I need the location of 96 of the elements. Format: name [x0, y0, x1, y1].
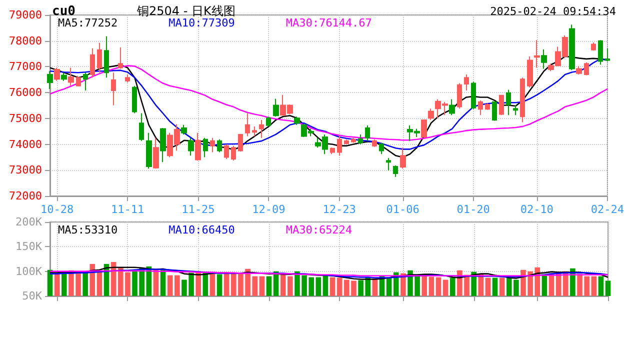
- y-tick-label: 50K: [22, 290, 42, 302]
- text: MA5:77252: [58, 16, 118, 30]
- candlestick: [76, 75, 81, 87]
- candlestick: [541, 48, 547, 70]
- candlestick: [400, 147, 406, 170]
- x-tick-label: 11-11: [111, 203, 144, 216]
- candlestick: [598, 40, 603, 66]
- y-tick-label: 79000: [8, 8, 42, 22]
- y-tick-label: 100K: [16, 264, 42, 278]
- candlestick: [252, 126, 257, 137]
- candlestick: [273, 98, 279, 118]
- candlestick: [139, 112, 144, 142]
- candlestick: [160, 127, 166, 163]
- candlestick: [181, 124, 187, 135]
- candlestick: [591, 42, 596, 52]
- candlestick: [358, 134, 363, 145]
- candlestick: [464, 74, 469, 92]
- y-tick-label: 72000: [8, 190, 42, 202]
- candlestick: [605, 48, 610, 62]
- candlestick: [146, 132, 152, 170]
- x-tick-label: 10-28: [40, 203, 74, 216]
- candlestick: [203, 137, 208, 158]
- candlestick: [584, 62, 589, 76]
- candlestick: [499, 94, 504, 116]
- candlestick: [238, 133, 243, 152]
- candlestick: [386, 157, 391, 171]
- candlestick: [132, 85, 137, 114]
- candlestick: [83, 72, 88, 92]
- candlestick: [513, 104, 518, 116]
- candlestick: [245, 112, 250, 137]
- y-tick-label: 76000: [8, 86, 42, 100]
- candlestick: [54, 67, 60, 82]
- text: MA10:77309: [168, 16, 235, 30]
- x-tick-label: 01-20: [456, 203, 490, 216]
- candlestick: [393, 164, 398, 178]
- x-tick-label: 12-23: [322, 203, 356, 216]
- text: MA5:53310: [58, 224, 118, 236]
- y-tick-label: 78000: [8, 34, 42, 48]
- candlestick: [47, 70, 53, 90]
- x-tick-label: 02-10: [520, 203, 554, 216]
- candlestick: [266, 116, 271, 127]
- y-tick-label: 200K: [16, 216, 42, 228]
- candlestick: [471, 81, 476, 110]
- chart-subtitle: 铜2504 - 日K线图: [136, 4, 236, 18]
- text: MA30:65224: [286, 224, 352, 236]
- annotation: 2025-02-24 09:54:34: [490, 5, 616, 18]
- candlestick: [344, 138, 349, 145]
- candlestick: [195, 132, 201, 162]
- x-tick-label: 01-06: [386, 203, 420, 216]
- text: MA30:76144.67: [286, 16, 372, 30]
- candlestick: [428, 108, 434, 120]
- candlestick: [569, 24, 575, 71]
- candlestick: [478, 100, 483, 116]
- y-tick-label: 150K: [16, 240, 42, 254]
- y-tick-label: 74000: [8, 138, 42, 151]
- x-tick-label: 12-09: [252, 203, 286, 216]
- candlestick: [61, 72, 67, 82]
- candlestick: [153, 137, 159, 170]
- chart-title: cu0: [52, 4, 76, 19]
- x-tick-label: 02-24: [590, 203, 624, 216]
- candlestick: [217, 138, 222, 153]
- candlestick: [576, 66, 582, 75]
- candlestick: [259, 119, 264, 138]
- candlestick: [365, 124, 370, 142]
- candlestick: [294, 116, 300, 126]
- candlestick: [449, 98, 455, 116]
- candlestick: [97, 42, 102, 74]
- candlestick: [527, 56, 533, 88]
- text: MA10:66450: [168, 224, 235, 236]
- candlestick: [118, 46, 123, 70]
- candlestick: [337, 136, 342, 156]
- candlestick: [104, 36, 109, 78]
- candlestick: [520, 77, 525, 123]
- candlestick: [188, 137, 194, 156]
- candlestick: [111, 72, 116, 106]
- y-tick-label: 73000: [8, 164, 42, 177]
- candlestick: [457, 82, 462, 110]
- candlestick: [485, 102, 490, 110]
- candlestick: [210, 137, 215, 153]
- y-tick-label: 75000: [8, 112, 42, 125]
- candlestick: [68, 67, 74, 86]
- candlestick: [421, 119, 427, 138]
- candlestick: [231, 145, 236, 162]
- candlestick: [534, 40, 540, 68]
- candlestick: [224, 144, 229, 160]
- candlestick: [90, 48, 95, 78]
- candlestick: [125, 74, 130, 83]
- candlestick: [372, 138, 377, 148]
- candlestick: [351, 137, 356, 144]
- candlestick: [330, 147, 335, 155]
- x-tick-label: 11-25: [182, 203, 215, 216]
- candlestick: [506, 89, 511, 116]
- candlestick: [492, 100, 497, 122]
- y-tick-label: 77000: [8, 60, 42, 74]
- line-series: [49, 65, 608, 141]
- candlestick: [379, 142, 384, 155]
